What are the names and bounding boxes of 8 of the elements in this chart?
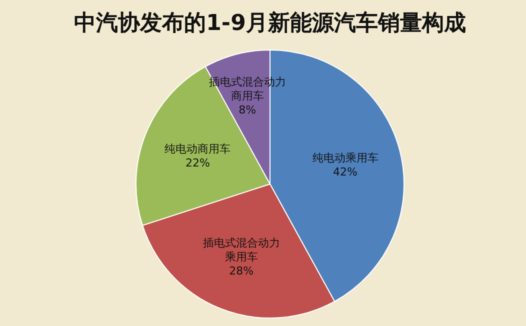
data-label: 8% (238, 104, 256, 117)
data-label: 42% (333, 166, 358, 179)
data-label: 28% (229, 264, 254, 278)
slice-label: 纯电动商用车 (164, 142, 231, 156)
data-label: 22% (186, 156, 210, 170)
chart-title: 中汽协发布的1-9月新能源汽车销量构成 (74, 10, 466, 36)
slice-label: 插电式混合动力乘用车 (202, 236, 280, 264)
slice-label: 纯电动乘用车 (312, 152, 378, 165)
